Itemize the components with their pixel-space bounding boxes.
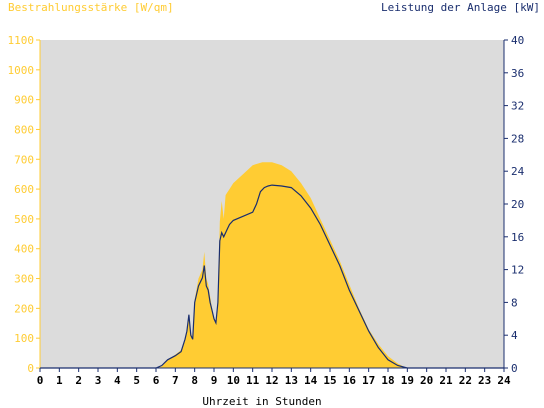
- x-tick-label: 5: [133, 374, 140, 387]
- left-tick-label: 300: [14, 273, 34, 286]
- power-line: [40, 184, 504, 369]
- x-tick-label: 16: [343, 374, 357, 387]
- right-axis-ticks: 0 4 8 12 16 20 24 28 32 36 40: [504, 34, 525, 375]
- irradiance-area: [156, 162, 412, 368]
- right-tick-label: 16: [511, 231, 524, 244]
- x-tick-label: 21: [439, 374, 453, 387]
- left-tick-label: 800: [14, 123, 34, 136]
- left-tick-label: 600: [14, 183, 34, 196]
- x-tick-label: 10: [227, 374, 240, 387]
- x-tick-label: 20: [420, 374, 433, 387]
- x-tick-label: 13: [285, 374, 298, 387]
- x-tick-label: 12: [265, 374, 278, 387]
- right-tick-label: 32: [511, 100, 524, 113]
- x-tick-label: 6: [153, 374, 160, 387]
- left-tick-label: 700: [14, 153, 34, 166]
- right-tick-label: 28: [511, 132, 524, 145]
- right-tick-label: 4: [511, 329, 518, 342]
- x-tick-label: 15: [323, 374, 336, 387]
- x-axis-ticks: 0 1 2 3 4 5 6 7 8 9 10 11 12 13 14 15 16 17 18 19 20 21 22 23 24: [37, 368, 511, 387]
- x-tick-label: 3: [95, 374, 102, 387]
- left-tick-label: 400: [14, 243, 34, 256]
- right-tick-label: 36: [511, 67, 524, 80]
- x-tick-label: 0: [37, 374, 44, 387]
- right-tick-label: 24: [511, 165, 525, 178]
- right-tick-label: 12: [511, 264, 524, 277]
- x-tick-label: 23: [478, 374, 491, 387]
- left-tick-label: 900: [14, 94, 34, 107]
- x-tick-label: 22: [459, 374, 472, 387]
- left-axis-title: Bestrahlungsstärke [W/qm]: [8, 1, 174, 14]
- left-tick-label: 100: [14, 332, 34, 345]
- x-tick-label: 8: [191, 374, 198, 387]
- x-axis-title: Uhrzeit in Stunden: [202, 395, 321, 408]
- x-tick-label: 1: [56, 374, 63, 387]
- x-tick-label: 18: [381, 374, 394, 387]
- left-tick-label: 500: [14, 213, 34, 226]
- left-tick-label: 1000: [8, 64, 35, 77]
- left-tick-label: 0: [27, 362, 34, 375]
- x-tick-label: 14: [304, 374, 318, 387]
- x-tick-label: 2: [75, 374, 82, 387]
- right-tick-label: 20: [511, 198, 524, 211]
- right-tick-label: 8: [511, 296, 518, 309]
- left-axis-ticks: 0 100 200 300 400 500 600 700 800 900 1000 1100: [8, 34, 40, 375]
- x-tick-label: 24: [497, 374, 511, 387]
- left-tick-label: 1100: [8, 34, 35, 47]
- x-tick-label: 4: [114, 374, 121, 387]
- right-tick-label: 40: [511, 34, 524, 47]
- x-tick-label: 7: [172, 374, 179, 387]
- right-tick-label: 0: [511, 362, 518, 375]
- x-tick-label: 17: [362, 374, 375, 387]
- right-axis-title: Leistung der Anlage [kW]: [381, 1, 540, 14]
- left-tick-label: 200: [14, 302, 34, 315]
- x-tick-label: 9: [211, 374, 218, 387]
- x-tick-label: 19: [401, 374, 414, 387]
- x-tick-label: 11: [246, 374, 260, 387]
